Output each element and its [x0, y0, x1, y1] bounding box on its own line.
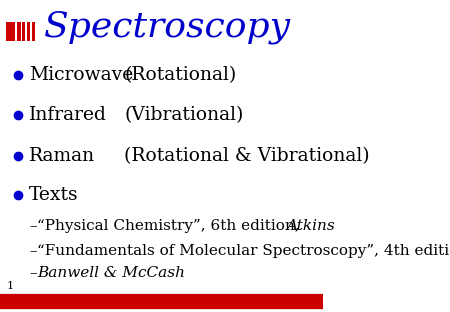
Text: (Vibrational): (Vibrational) [124, 106, 243, 124]
Text: Texts: Texts [29, 186, 79, 204]
Text: –: – [29, 244, 36, 258]
Text: 1: 1 [6, 281, 14, 291]
Text: “Physical Chemistry”, 6th edition,: “Physical Chemistry”, 6th edition, [37, 219, 305, 233]
FancyBboxPatch shape [6, 22, 15, 41]
Text: –: – [29, 219, 36, 233]
Text: Spectroscopy: Spectroscopy [44, 11, 291, 44]
Text: (Rotational): (Rotational) [124, 66, 236, 84]
Text: Infrared: Infrared [29, 106, 107, 124]
FancyBboxPatch shape [22, 22, 26, 41]
FancyBboxPatch shape [32, 22, 35, 41]
Text: Atkins: Atkins [286, 219, 335, 233]
Text: “Fundamentals of Molecular Spectroscopy”, 4th edition,: “Fundamentals of Molecular Spectroscopy”… [37, 244, 450, 258]
Text: –: – [29, 266, 36, 280]
Text: Raman: Raman [29, 147, 95, 165]
FancyBboxPatch shape [17, 22, 21, 41]
Text: Microwave: Microwave [29, 66, 133, 84]
Text: (Rotational & Vibrational): (Rotational & Vibrational) [124, 147, 370, 165]
Text: Banwell & McCash: Banwell & McCash [37, 266, 185, 280]
FancyBboxPatch shape [27, 22, 30, 41]
